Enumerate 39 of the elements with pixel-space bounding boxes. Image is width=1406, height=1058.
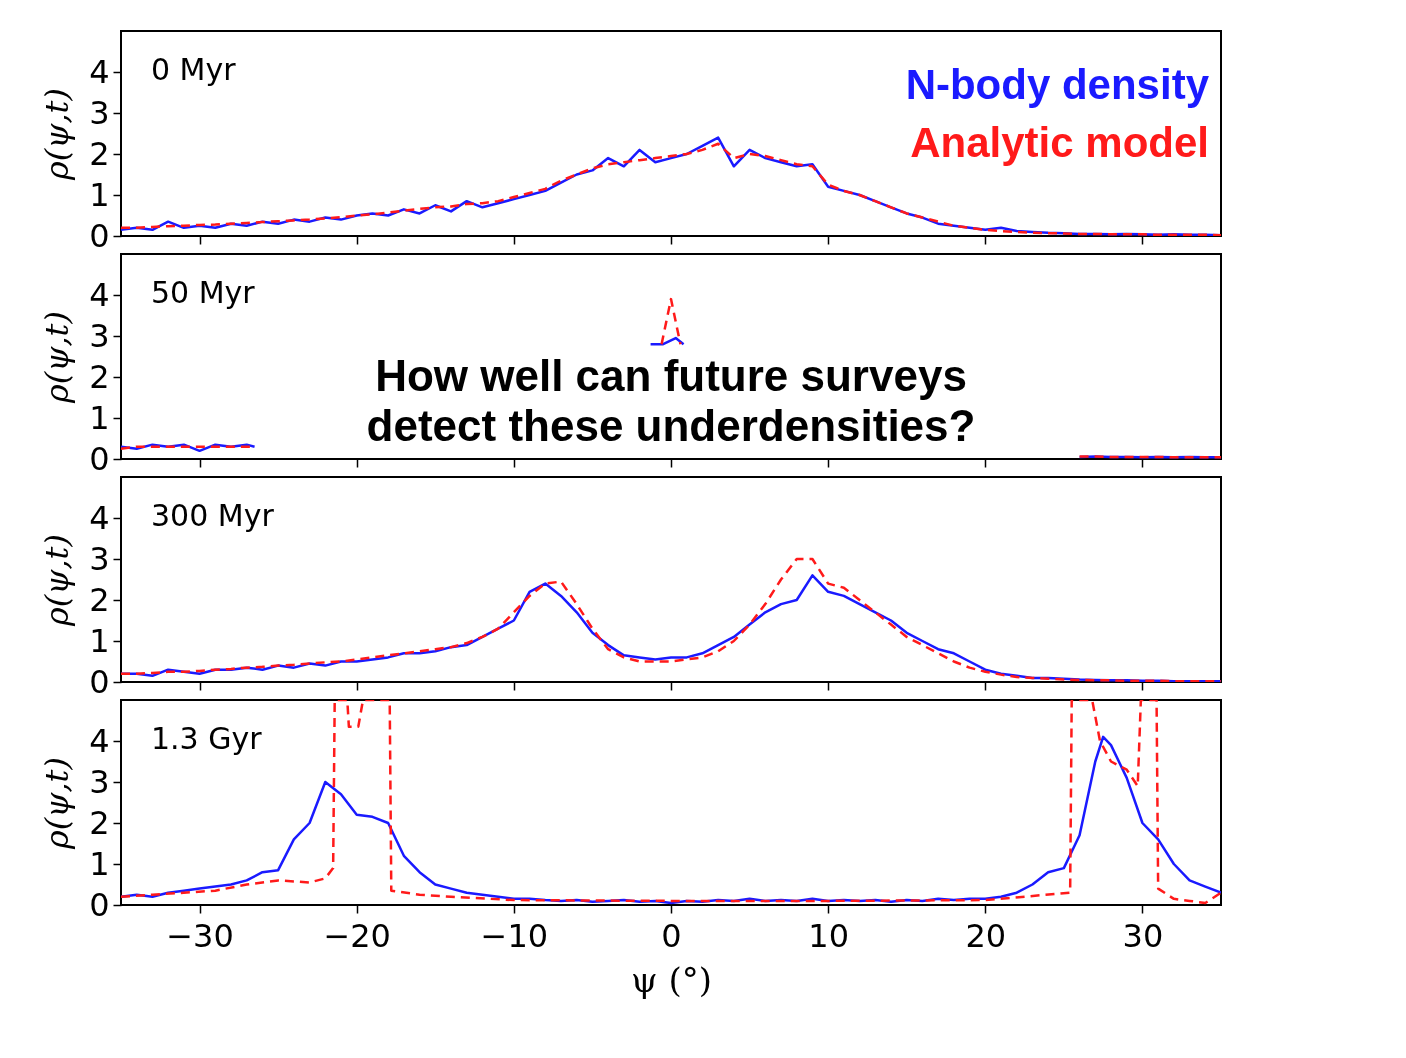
y-tick-label: 2 [89, 134, 110, 173]
y-tick-label: 4 [89, 498, 110, 537]
x-tick-label: 10 [808, 916, 849, 955]
x-axis-title: ψ (°) [631, 959, 712, 1000]
x-tick-label: 20 [965, 916, 1007, 955]
y-tick-label: 3 [89, 316, 110, 355]
annotation: 0 Myr [151, 52, 237, 87]
y-axis-title: ρ(ψ,t) [38, 88, 77, 181]
x-tick-label: 30 [1122, 916, 1164, 955]
y-tick-label: 1 [89, 398, 110, 437]
y-tick-label: 2 [89, 580, 110, 619]
y-tick-label: 3 [89, 539, 110, 578]
annotation: 50 Myr [151, 275, 256, 310]
y-tick-label: 1 [89, 844, 110, 883]
y-tick-label: 1 [89, 175, 110, 214]
y-tick-label: 0 [89, 216, 110, 255]
y-tick-label: 2 [89, 803, 110, 842]
y-tick-label: 4 [89, 275, 110, 314]
y-tick-label: 2 [89, 357, 110, 396]
x-tick-label: −20 [323, 916, 391, 955]
y-tick-label: 3 [89, 762, 110, 801]
y-tick-label: 0 [89, 439, 110, 478]
text: N-body density [905, 61, 1210, 108]
y-tick-label: 0 [89, 662, 110, 701]
y-tick-label: 4 [89, 52, 110, 91]
series-label: Analytic model [910, 119, 1209, 166]
x-tick-label: −30 [166, 916, 234, 955]
y-tick-label: 1 [89, 621, 110, 660]
x-tick-label: −10 [480, 916, 549, 955]
y-axis-title: ρ(ψ,t) [38, 534, 77, 627]
y-tick-label: 4 [89, 721, 110, 760]
annotation: How well can future surveys detect these underdensities? [366, 351, 976, 450]
y-tick-label: 3 [89, 93, 110, 132]
y-axis-title: ρ(ψ,t) [38, 311, 77, 404]
annotation: 1.3 Gyr [151, 721, 263, 756]
y-axis-title: ρ(ψ,t) [38, 757, 77, 850]
x-tick-label: 0 [661, 916, 682, 955]
y-tick-label: 0 [89, 885, 110, 924]
annotation: 300 Myr [151, 498, 275, 533]
